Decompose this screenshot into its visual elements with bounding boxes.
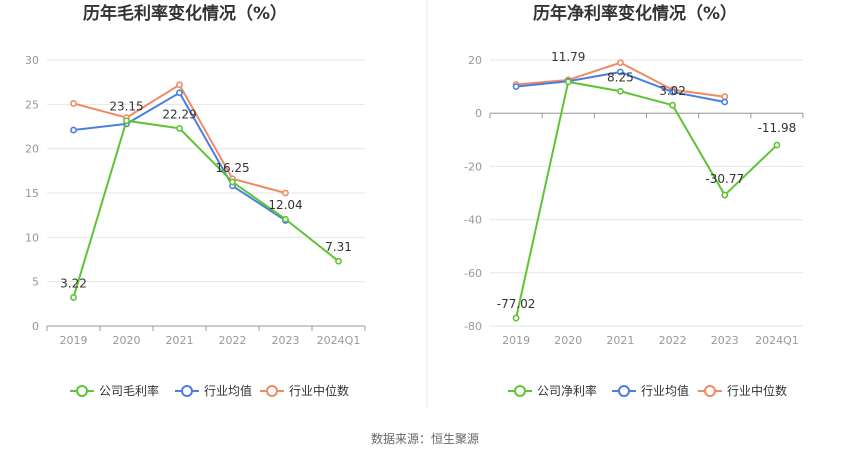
data-label: -77.02 [497, 297, 536, 311]
legend-label: 行业均值 [204, 383, 252, 398]
data-point [721, 191, 729, 199]
data-label: 22.29 [162, 107, 196, 121]
legend-label: 行业中位数 [727, 383, 787, 398]
legend-item: 行业中位数 [698, 383, 787, 398]
chart-title: 历年毛利率变化情况（%） [83, 3, 287, 24]
legend-swatch-marker [266, 385, 278, 397]
x-tick-label: 2019 [60, 334, 88, 347]
data-point [70, 126, 77, 134]
net-margin-chart: 历年净利率变化情况（%） -80 -60 -40 -20 0 20 2019 2020 2021 2… [464, 3, 804, 398]
data-point [512, 83, 520, 90]
data-label: -11.98 [758, 121, 797, 135]
data-point [70, 294, 77, 301]
y-tick-label: -60 [464, 267, 482, 280]
x-tick-label: 2022 [219, 334, 247, 347]
x-tick-label: 2020 [554, 334, 582, 347]
series-line-industry-median [73, 83, 286, 194]
x-tick-label: 2019 [502, 334, 530, 347]
data-point [617, 68, 624, 76]
y-tick-label: 20 [468, 54, 482, 67]
data-point [512, 314, 520, 322]
legend-item: 公司净利率 [508, 383, 597, 398]
data-label: 3.22 [60, 276, 87, 290]
data-label: 12.04 [268, 198, 302, 212]
series-line-company [72, 119, 340, 298]
data-point [229, 178, 236, 186]
data-label: -30.77 [705, 172, 744, 186]
data-point [617, 59, 624, 67]
x-tick-label: 2020 [113, 334, 141, 347]
data-point [282, 189, 289, 197]
data-label: 16.25 [215, 161, 249, 175]
legend-item: 行业均值 [612, 383, 689, 398]
y-tick-label: -20 [464, 160, 482, 173]
data-label: 8.25 [607, 70, 634, 84]
data-point [335, 257, 342, 265]
y-tick-label: 0 [475, 107, 482, 120]
legend-label: 行业均值 [641, 383, 689, 398]
data-point [176, 81, 183, 89]
data-point [123, 117, 130, 125]
x-tick-label: 2021 [166, 334, 194, 347]
y-tick-label: 30 [25, 54, 39, 67]
data-point [721, 93, 729, 101]
data-point [617, 87, 624, 95]
data-point [773, 141, 781, 149]
x-tick-label: 2022 [659, 334, 687, 347]
legend-label: 公司毛利率 [99, 383, 159, 398]
data-point [176, 124, 183, 132]
chart-title: 历年净利率变化情况（%） [533, 3, 737, 24]
gross-margin-chart: 历年毛利率变化情况（%） 0 5 10 15 20 25 30 2019 2020 2021 2022… [25, 3, 366, 398]
y-tick-label: -40 [464, 214, 482, 227]
x-tick-label: 2024Q1 [317, 334, 361, 347]
data-label: 3.02 [659, 84, 686, 98]
data-source-note: 数据来源：恒生聚源 [370, 432, 479, 446]
legend-label: 行业中位数 [289, 383, 349, 398]
data-point [669, 101, 676, 109]
legend-label: 公司净利率 [537, 383, 597, 398]
legend-swatch-marker [704, 385, 716, 397]
x-tick-label: 2023 [272, 334, 300, 347]
data-point [282, 215, 289, 223]
legend-item: 公司毛利率 [70, 383, 159, 398]
y-tick-label: 10 [25, 231, 39, 244]
legend-item: 行业均值 [175, 383, 252, 398]
legend-swatch-marker [76, 385, 88, 397]
x-tick-label: 2021 [606, 334, 634, 347]
data-point [176, 89, 183, 97]
y-tick-label: 15 [25, 187, 39, 200]
y-tick-label: -80 [464, 320, 482, 333]
legend-swatch-marker [181, 385, 193, 397]
data-point [70, 100, 77, 107]
x-tick-label: 2024Q1 [755, 334, 799, 347]
data-label: 11.79 [551, 50, 585, 64]
data-point [721, 98, 729, 106]
legend-swatch-marker [514, 385, 526, 397]
data-label: 23.15 [109, 100, 143, 114]
y-tick-label: 25 [25, 98, 39, 111]
data-label: 7.31 [325, 240, 352, 254]
y-tick-label: 5 [32, 276, 39, 289]
y-tick-label: 0 [32, 320, 39, 333]
data-point [669, 88, 676, 96]
legend-item: 行业中位数 [260, 383, 349, 398]
x-tick-label: 2023 [711, 334, 739, 347]
series-line-company [515, 80, 778, 319]
legend-swatch-marker [618, 385, 630, 397]
data-point [564, 78, 572, 86]
y-tick-label: 20 [25, 143, 39, 156]
